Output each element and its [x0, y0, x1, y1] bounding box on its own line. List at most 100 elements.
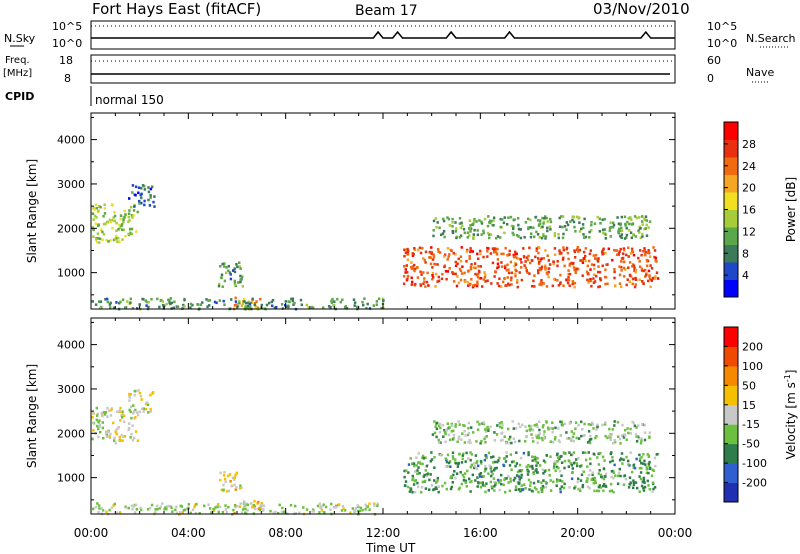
colorbar-segment	[724, 262, 738, 280]
echo-cell	[595, 435, 598, 438]
echo-cell	[611, 258, 614, 262]
echo-cell	[635, 216, 639, 220]
echo-cell	[424, 456, 427, 459]
echo-cell	[486, 231, 490, 235]
echo-cell	[429, 256, 432, 259]
echo-cell	[588, 441, 592, 445]
echo-cell	[528, 246, 531, 250]
echo-cell	[426, 472, 429, 476]
echo-cell	[557, 456, 560, 459]
echo-cell	[91, 437, 94, 441]
echo-cell	[189, 306, 192, 309]
echo-cell	[606, 436, 609, 440]
echo-cell	[221, 262, 224, 266]
echo-cell	[557, 233, 560, 236]
echo-cell	[113, 219, 116, 223]
echo-cell	[143, 188, 146, 191]
echo-cell	[501, 265, 504, 268]
echo-cell	[368, 508, 371, 511]
echo-cell	[254, 507, 257, 511]
echo-cell	[463, 280, 467, 284]
noise-left-tick-bottom: 10^0	[52, 37, 82, 50]
echo-cell	[439, 441, 442, 444]
echo-cell	[469, 458, 472, 462]
echo-cell	[353, 301, 357, 304]
echo-cell	[214, 506, 217, 509]
echo-cell	[240, 486, 243, 490]
echo-cell	[613, 439, 616, 442]
echo-cell	[500, 421, 503, 424]
echo-cell	[113, 210, 116, 214]
echo-cell	[619, 234, 622, 238]
echo-cell	[637, 256, 640, 260]
echo-cell	[491, 461, 495, 464]
echo-cell	[626, 278, 629, 281]
echo-cell	[154, 510, 157, 514]
echo-cell	[129, 230, 132, 234]
echo-cell	[234, 300, 238, 303]
echo-cell	[493, 480, 496, 484]
echo-cell	[629, 252, 633, 255]
echo-cell	[500, 473, 503, 477]
echo-cell	[510, 460, 514, 464]
echo-cell	[647, 279, 650, 283]
echo-cell	[644, 268, 647, 272]
echo-cell	[574, 421, 578, 424]
echo-cell	[132, 214, 135, 217]
echo-cell	[231, 476, 235, 480]
echo-cell	[343, 509, 347, 512]
echo-cell	[543, 430, 546, 433]
echo-cell	[545, 285, 549, 288]
echo-cell	[590, 229, 593, 232]
echo-cell	[491, 472, 494, 476]
echo-cell	[472, 222, 475, 226]
echo-cell	[476, 428, 480, 431]
noise-sky-trace	[91, 30, 675, 39]
echo-cell	[637, 437, 640, 440]
echo-cell	[512, 460, 515, 463]
echo-cell	[640, 466, 643, 470]
echo-cell	[465, 451, 468, 455]
echo-cell	[433, 466, 436, 469]
echo-cell	[527, 226, 530, 229]
echo-cell	[454, 458, 457, 461]
echo-cell	[571, 471, 574, 475]
freq-right-label: Nave	[746, 66, 774, 79]
echo-cell	[515, 474, 519, 477]
echo-cell	[633, 466, 637, 470]
echo-cell	[648, 431, 651, 435]
echo-cell	[459, 259, 463, 263]
echo-cell	[643, 459, 646, 463]
echo-cell	[531, 428, 535, 432]
echo-cell	[462, 479, 466, 482]
echo-cell	[549, 228, 552, 231]
echo-cell	[648, 220, 652, 223]
date-title: 03/Nov/2010	[593, 0, 690, 18]
echo-cell	[566, 251, 570, 255]
echo-cell	[642, 462, 645, 466]
echo-cell	[451, 230, 455, 233]
echo-cell	[455, 472, 459, 475]
freq-panel-frame	[90, 54, 676, 84]
echo-cell	[423, 479, 427, 483]
echo-cell	[403, 254, 406, 258]
echo-cell	[532, 226, 535, 230]
echo-cell	[468, 283, 471, 286]
echo-cell	[305, 508, 309, 511]
echo-cell	[479, 460, 483, 463]
echo-cell	[128, 396, 132, 399]
echo-cell	[644, 463, 647, 466]
echo-cell	[560, 474, 563, 477]
echo-cell	[577, 477, 580, 481]
echo-cell	[651, 490, 654, 493]
echo-cell	[508, 441, 511, 445]
echo-cell	[619, 223, 622, 227]
echo-cell	[132, 412, 135, 415]
echo-cell	[455, 227, 458, 230]
echo-cell	[446, 258, 449, 261]
echo-cell	[233, 267, 236, 270]
echo-cell	[551, 440, 555, 444]
echo-cell	[621, 462, 624, 465]
echo-cell	[141, 184, 145, 187]
colorbar-segment	[724, 443, 738, 464]
